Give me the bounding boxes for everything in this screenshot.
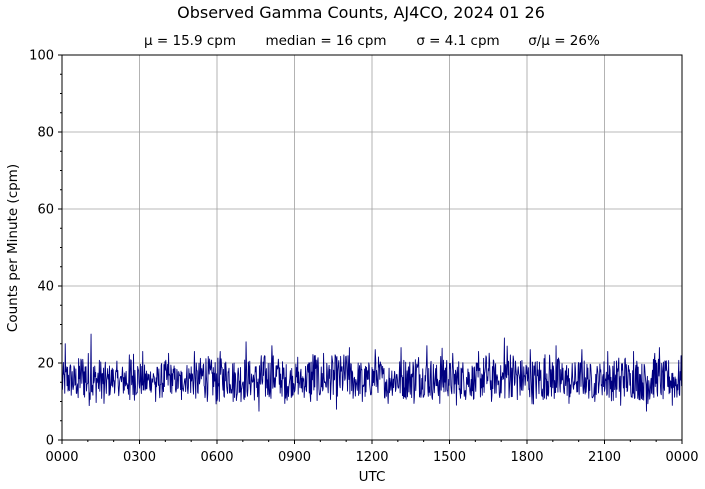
- y-tick-label: 20: [37, 357, 54, 372]
- grid-lines: [62, 55, 682, 440]
- stat-sigma: σ = 4.1 cpm: [416, 33, 499, 49]
- x-axis-label: UTC: [359, 469, 386, 485]
- stats-row: μ = 15.9 cpm median = 16 cpm σ = 4.1 cpm…: [144, 33, 600, 49]
- x-tick-label: 0900: [278, 450, 311, 465]
- stat-cv: σ/μ = 26%: [528, 33, 600, 49]
- x-tick-label: 0300: [123, 450, 156, 465]
- x-tick-label: 0600: [200, 450, 233, 465]
- y-axis-label: Counts per Minute (cpm): [5, 164, 21, 332]
- y-tick-label: 100: [29, 49, 54, 64]
- y-tick-label: 60: [37, 203, 54, 218]
- y-tick-label: 0: [46, 434, 54, 449]
- stat-mean: μ = 15.9 cpm: [144, 33, 236, 49]
- series-layer: [61, 333, 683, 412]
- x-tick-label: 1800: [510, 450, 543, 465]
- stat-median: median = 16 cpm: [265, 33, 386, 49]
- x-tick-label: 1200: [355, 450, 388, 465]
- x-tick-label: 0000: [45, 450, 78, 465]
- counts-series-line: [61, 333, 683, 412]
- axis-ticks: 0000 0300 0600 0900 1200 1500 1800 2100 00000204…: [29, 49, 698, 466]
- chart-title: Observed Gamma Counts, AJ4CO, 2024 01 26: [177, 3, 545, 22]
- x-tick-label: 2100: [588, 450, 621, 465]
- x-tick-label: 0000: [665, 450, 698, 465]
- y-tick-label: 40: [37, 280, 54, 295]
- x-tick-label: 1500: [433, 450, 466, 465]
- y-tick-label: 80: [37, 126, 54, 141]
